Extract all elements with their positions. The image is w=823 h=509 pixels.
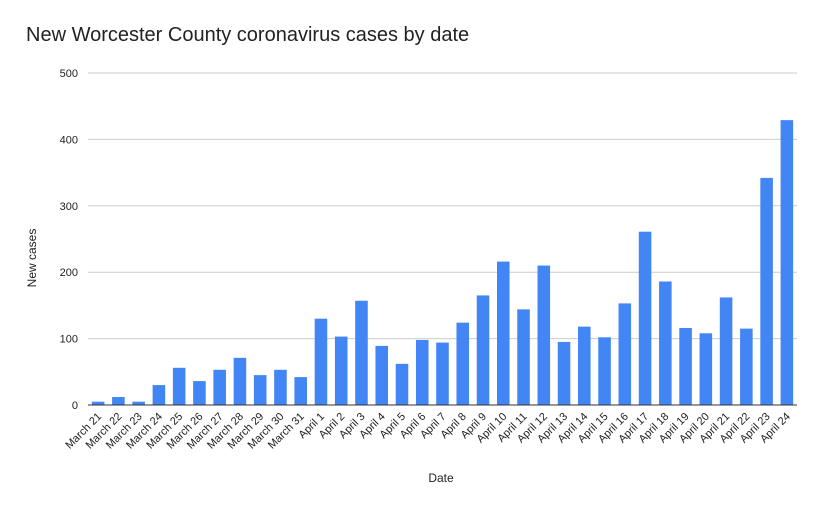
bar — [578, 326, 591, 405]
bar — [456, 322, 470, 405]
bar — [253, 375, 267, 405]
bar — [395, 363, 409, 405]
bar — [112, 397, 125, 405]
bar — [314, 318, 328, 405]
bar — [618, 303, 632, 405]
bar — [172, 367, 186, 405]
bar — [355, 300, 368, 405]
bar — [496, 261, 510, 405]
bar — [679, 327, 692, 405]
bar — [91, 401, 105, 405]
bar — [193, 381, 206, 405]
y-tick-label: 0 — [72, 400, 78, 412]
y-tick-label: 500 — [60, 68, 78, 80]
bar — [740, 328, 753, 405]
bar — [517, 309, 530, 405]
bar — [152, 385, 166, 405]
bar — [233, 357, 247, 405]
y-tick-label: 400 — [60, 134, 78, 146]
bar — [659, 281, 672, 405]
bar — [436, 342, 449, 405]
bar — [375, 345, 389, 405]
y-tick-label: 200 — [60, 267, 78, 279]
y-axis-label: New cases — [25, 229, 39, 288]
bar — [476, 295, 490, 405]
bar — [415, 339, 429, 405]
bar — [760, 177, 773, 405]
y-tick-label: 100 — [60, 334, 78, 346]
x-axis-label: Date — [428, 471, 454, 485]
bar — [780, 120, 794, 406]
bar — [598, 337, 611, 405]
bar — [638, 231, 652, 405]
y-tick-label: 300 — [60, 201, 78, 213]
bar — [699, 333, 713, 405]
bar — [274, 369, 287, 405]
bar — [557, 341, 571, 405]
bars — [91, 120, 794, 406]
bar — [719, 297, 733, 405]
bar — [537, 265, 551, 405]
gridlines — [88, 72, 797, 340]
y-axis-tick-labels: 0 100 200 300 400 500 — [60, 68, 78, 412]
bar — [213, 369, 226, 405]
bar — [132, 401, 145, 405]
bar — [294, 377, 307, 405]
bar — [334, 336, 348, 405]
chart-title: New Worcester County coronavirus cases b… — [26, 24, 470, 46]
